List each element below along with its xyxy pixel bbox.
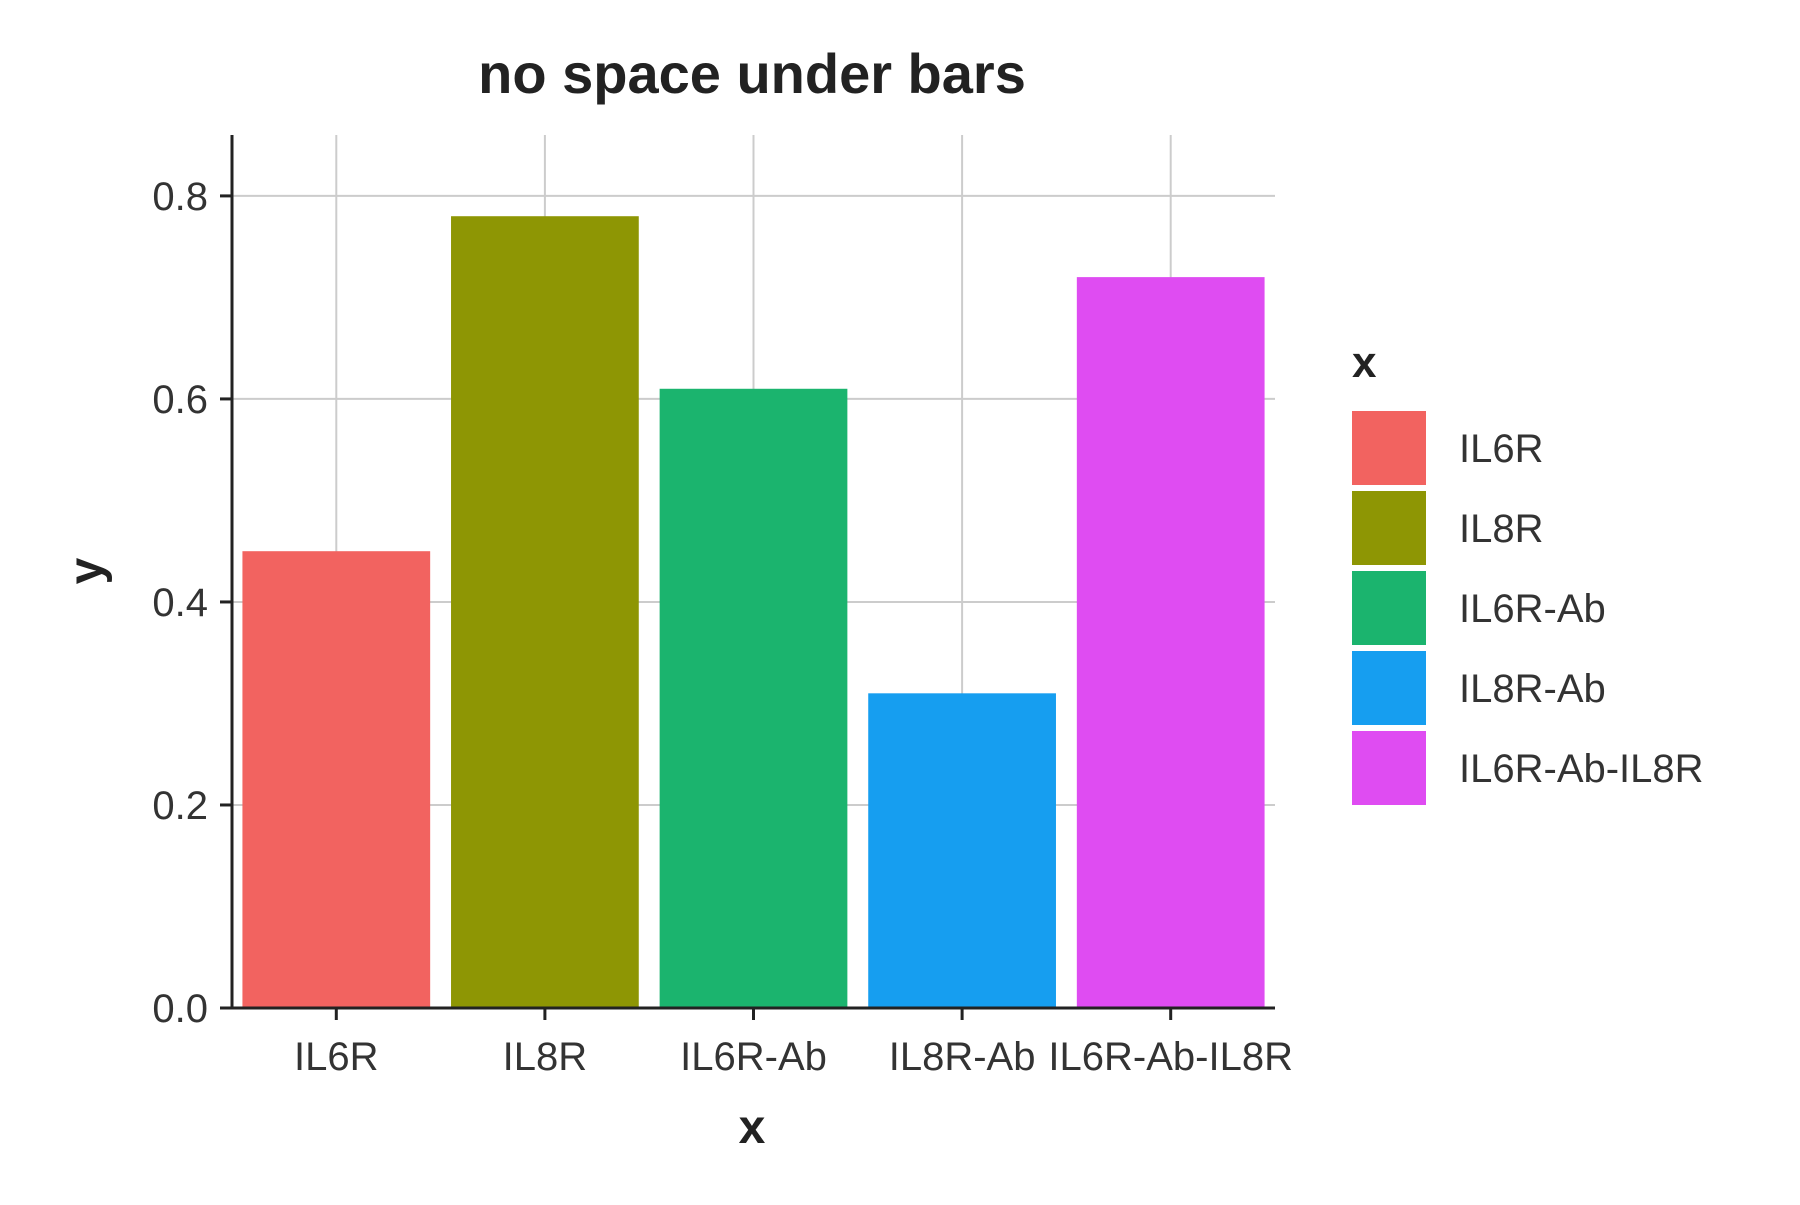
legend-label: IL6R-Ab (1459, 587, 1606, 631)
y-tick-label: 0.2 (152, 784, 208, 828)
legend-key (1352, 731, 1426, 805)
legend-key (1352, 491, 1426, 565)
legend-key (1352, 411, 1426, 485)
legend-label: IL6R (1459, 427, 1544, 471)
x-tick-label: IL6R-Ab (680, 1035, 827, 1079)
legend-title: x (1352, 338, 1377, 387)
y-tick-label: 0.0 (152, 987, 208, 1031)
bar-il8r-ab (868, 693, 1056, 1008)
bar-il6r (242, 551, 431, 1008)
x-tick-label: IL6R (294, 1035, 379, 1079)
y-tick-label: 0.8 (152, 175, 208, 219)
legend-key (1352, 571, 1426, 645)
legend-label: IL8R (1459, 507, 1544, 551)
bar-il6r-ab-il8r (1076, 277, 1265, 1008)
legend: x IL6R IL8R IL6R-Ab IL8R-Ab IL6R-Ab-IL8R (1352, 338, 1704, 805)
bar-il6r-ab (659, 388, 848, 1009)
y-tick-label: 0.6 (152, 378, 208, 422)
x-tick-label: IL8R (503, 1035, 588, 1079)
tick-labels: 0.0 0.2 0.4 0.6 0.8 IL6R IL8R IL6R-Ab IL8R-Ab IL6… (152, 175, 1293, 1079)
x-tick-label: IL6R-Ab-IL8R (1048, 1035, 1293, 1079)
x-tick-label: IL8R-Ab (889, 1035, 1036, 1079)
axes (220, 135, 1275, 1020)
x-axis-title: x (739, 1101, 766, 1154)
chart-title: no space under bars (478, 42, 1026, 105)
y-axis-title: y (60, 557, 113, 584)
legend-key (1352, 651, 1426, 725)
legend-label: IL8R-Ab (1459, 667, 1606, 711)
bar-il8r (451, 216, 639, 1009)
legend-label: IL6R-Ab-IL8R (1459, 747, 1704, 791)
y-tick-label: 0.4 (152, 581, 208, 625)
legend-items: IL6R IL8R IL6R-Ab IL8R-Ab IL6R-Ab-IL8R (1352, 411, 1704, 805)
bars (242, 216, 1265, 1009)
